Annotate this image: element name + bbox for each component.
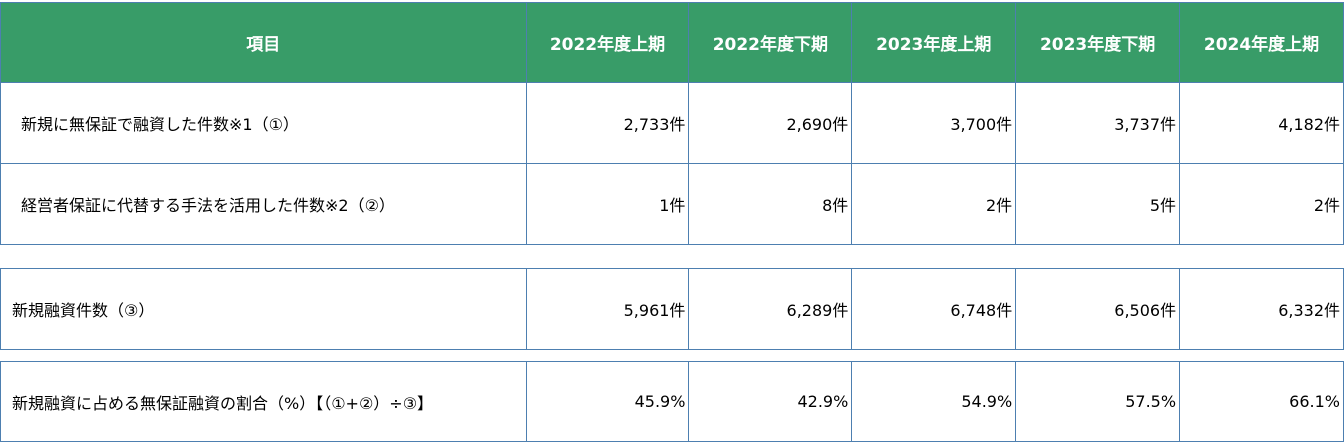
table-row-ratio: 新規融資に占める無保証融資の割合（%）【（①+②）÷③】 45.9% 42.9%… (0, 361, 1344, 442)
cell-value: 8件 (688, 163, 853, 245)
cell-value: 6,506件 (1015, 268, 1181, 350)
row-label: 新規融資に占める無保証融資の割合（%）【（①+②）÷③】 (0, 361, 527, 442)
loan-stats-table: 項目 2022年度上期 2022年度下期 2023年度上期 2023年度下期 2… (0, 2, 1344, 245)
table-row-unsecured: 新規に無保証で融資した件数※1（①） 2,733件 2,690件 3,700件 … (0, 82, 1344, 164)
cell-value: 6,332件 (1179, 268, 1344, 350)
new-loans-table: 新規融資件数（③） 5,961件 6,289件 6,748件 6,506件 6,… (0, 268, 1344, 350)
table-row-alternative: 経営者保証に代替する手法を活用した件数※2（②） 1件 8件 2件 5件 2件 (0, 163, 1344, 245)
cell-value: 6,289件 (688, 268, 853, 350)
cell-value: 6,748件 (851, 268, 1017, 350)
header-row: 項目 2022年度上期 2022年度下期 2023年度上期 2023年度下期 2… (0, 2, 1344, 83)
header-period-2022-h1: 2022年度上期 (525, 2, 690, 83)
cell-value: 45.9% (525, 361, 690, 442)
cell-value: 54.9% (851, 361, 1017, 442)
header-item: 項目 (0, 2, 527, 83)
cell-value: 3,737件 (1015, 82, 1181, 164)
cell-value: 66.1% (1179, 361, 1344, 442)
ratio-table: 新規融資に占める無保証融資の割合（%）【（①+②）÷③】 45.9% 42.9%… (0, 361, 1344, 442)
cell-value: 2,733件 (525, 82, 690, 164)
row-label: 経営者保証に代替する手法を活用した件数※2（②） (0, 163, 527, 245)
header-period-2022-h2: 2022年度下期 (688, 2, 853, 83)
cell-value: 2件 (851, 163, 1017, 245)
cell-value: 5件 (1015, 163, 1181, 245)
cell-value: 5,961件 (525, 268, 690, 350)
cell-value: 3,700件 (851, 82, 1017, 164)
cell-value: 2,690件 (688, 82, 853, 164)
row-label: 新規融資件数（③） (0, 268, 527, 350)
cell-value: 57.5% (1015, 361, 1181, 442)
cell-value: 42.9% (688, 361, 853, 442)
header-period-2023-h1: 2023年度上期 (851, 2, 1017, 83)
cell-value: 2件 (1179, 163, 1344, 245)
cell-value: 4,182件 (1179, 82, 1344, 164)
row-label: 新規に無保証で融資した件数※1（①） (0, 82, 527, 164)
table-row-new-loans: 新規融資件数（③） 5,961件 6,289件 6,748件 6,506件 6,… (0, 268, 1344, 350)
header-period-2024-h1: 2024年度上期 (1179, 2, 1344, 83)
header-period-2023-h2: 2023年度下期 (1015, 2, 1181, 83)
cell-value: 1件 (525, 163, 690, 245)
